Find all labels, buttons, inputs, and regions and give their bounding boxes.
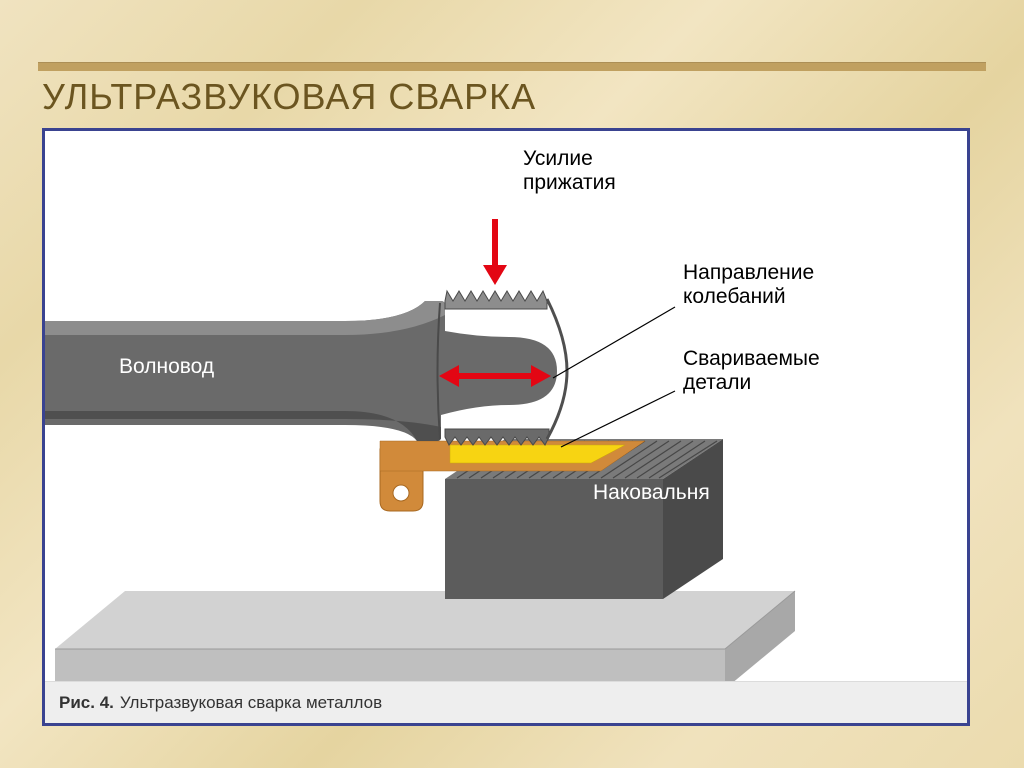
label-oscillation: Направление колебаний xyxy=(683,261,814,309)
page-title: УЛЬТРАЗВУКОВАЯ СВАРКА xyxy=(42,76,536,118)
title-bar xyxy=(38,62,986,71)
slide: УЛЬТРАЗВУКОВАЯ СВАРКА xyxy=(0,0,1024,768)
force-arrow-icon xyxy=(483,219,507,285)
caption-text: Ультразвуковая сварка металлов xyxy=(120,693,382,713)
label-force: Усилие прижатия xyxy=(523,147,616,195)
caption-bar: Рис. 4. Ультразвуковая сварка металлов xyxy=(45,681,967,723)
caption-prefix: Рис. 4. xyxy=(59,693,114,713)
diagram-container: Усилие прижатия Направление колебаний Св… xyxy=(42,128,970,726)
label-parts: Свариваемые детали xyxy=(683,347,820,395)
label-anvil: Наковальня xyxy=(593,481,710,505)
base-platform xyxy=(55,591,795,689)
label-waveguide: Волновод xyxy=(119,355,214,379)
leader-lines xyxy=(553,307,675,447)
diagram-svg xyxy=(45,131,967,723)
